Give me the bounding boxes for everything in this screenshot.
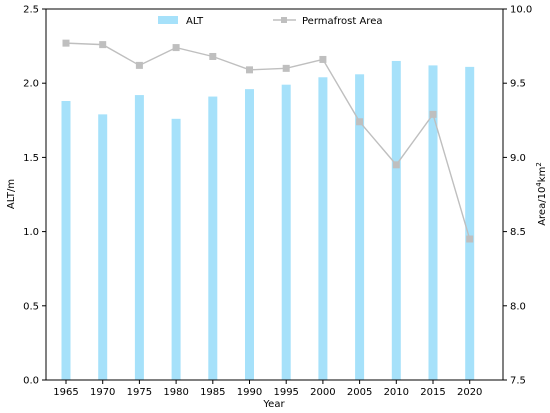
bar-alt-1970 <box>98 114 108 380</box>
point-permafrost-area-1980 <box>172 44 180 52</box>
bar-alt-1985 <box>208 96 218 380</box>
bar-alt-2000 <box>318 77 328 380</box>
y-right-tick-label-8.5: 8.5 <box>510 227 526 238</box>
bar-alt-1980 <box>171 118 181 380</box>
bar-alt-1995 <box>281 84 291 381</box>
x-tick-label-2000: 2000 <box>310 387 335 398</box>
point-permafrost-area-1985 <box>209 52 217 60</box>
x-tick-label-1970: 1970 <box>90 387 115 398</box>
x-tick-label-2005: 2005 <box>347 387 372 398</box>
point-permafrost-area-1970 <box>99 41 107 49</box>
y-axis-right-title-main: Area/10 <box>537 187 548 226</box>
point-permafrost-area-1995 <box>282 64 290 72</box>
y-right-tick-label-10.0: 10.0 <box>510 5 532 16</box>
bar-alt-2005 <box>355 74 365 381</box>
point-permafrost-area-2015 <box>429 110 437 118</box>
point-permafrost-area-2010 <box>392 161 400 169</box>
bar-alt-2020 <box>465 66 475 380</box>
legend: ALT Permafrost Area <box>158 16 382 27</box>
y-right-tick-label-9.0: 9.0 <box>510 153 526 164</box>
point-permafrost-area-2020 <box>466 235 474 243</box>
x-axis-title: Year <box>262 399 285 410</box>
x-tick-label-1965: 1965 <box>53 387 78 398</box>
y-left-tick-label-1.5: 1.5 <box>23 153 39 164</box>
y-axis-right-title: Area/104km2 <box>535 162 548 226</box>
y-right-tick-label-8.0: 8.0 <box>510 301 526 312</box>
x-tick-label-1985: 1985 <box>200 387 225 398</box>
bar-alt-1975 <box>134 95 144 381</box>
y-axis-left-title: ALT/m <box>6 179 17 209</box>
x-tick-label-2020: 2020 <box>457 387 482 398</box>
y-left-tick-label-2.5: 2.5 <box>23 5 39 16</box>
x-tick-label-1980: 1980 <box>163 387 188 398</box>
legend-area-label: Permafrost Area <box>302 16 382 27</box>
point-permafrost-area-2005 <box>356 118 364 126</box>
y-axis-left: 0.0 0.5 1.0 1.5 2.0 2.5 <box>23 5 46 387</box>
bar-alt-2015 <box>428 65 438 380</box>
y-axis-right-title-sup2: 2 <box>535 162 543 166</box>
bar-alt-2010 <box>391 60 401 380</box>
alt-bars <box>61 60 475 381</box>
x-tick-label-2010: 2010 <box>384 387 409 398</box>
y-axis-right: 7.5 8.0 8.5 9.0 9.5 10.0 <box>503 5 532 387</box>
y-left-tick-label-1.0: 1.0 <box>23 227 39 238</box>
point-permafrost-area-1990 <box>246 66 253 74</box>
x-tick-label-2015: 2015 <box>420 387 445 398</box>
series-line-permafrost-area <box>65 42 471 240</box>
point-permafrost-area-2000 <box>319 55 327 63</box>
y-axis-right-title-unit: km <box>537 167 548 183</box>
legend-alt-swatch <box>158 16 178 24</box>
y-left-tick-label-0.0: 0.0 <box>23 376 39 387</box>
point-permafrost-area-1975 <box>135 61 143 69</box>
plot-frame <box>45 8 504 381</box>
y-left-tick-label-0.5: 0.5 <box>23 301 39 312</box>
legend-area-marker <box>281 17 287 23</box>
y-axis-right-title-sup: 4 <box>535 182 543 187</box>
permafrost-area-line <box>62 39 474 243</box>
x-tick-label-1975: 1975 <box>127 387 152 398</box>
bar-alt-1990 <box>245 89 254 381</box>
x-axis: 1965 1970 1975 1980 1985 1990 1995 2000 2005 2010… <box>53 380 482 398</box>
y-left-tick-label-2.0: 2.0 <box>23 79 39 90</box>
x-tick-label-1995: 1995 <box>273 387 298 398</box>
bar-alt-1965 <box>61 101 71 381</box>
y-right-tick-label-9.5: 9.5 <box>510 79 526 90</box>
point-permafrost-area-1965 <box>62 39 70 47</box>
x-tick-label-1990: 1990 <box>237 387 262 398</box>
y-right-tick-label-7.5: 7.5 <box>510 376 526 387</box>
legend-alt-label: ALT <box>186 16 204 27</box>
